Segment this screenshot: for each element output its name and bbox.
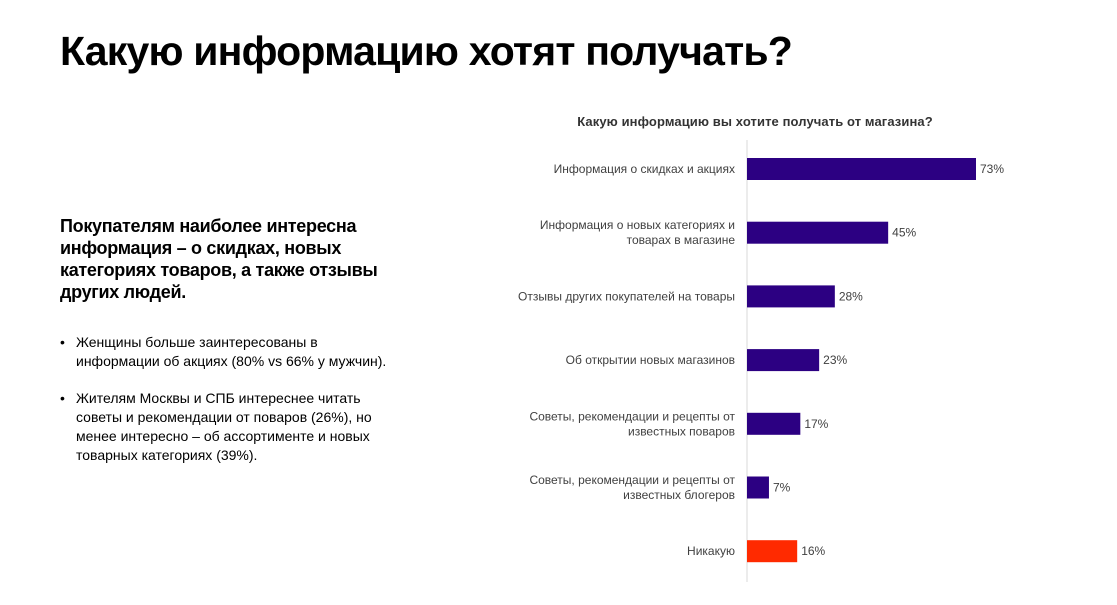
bar [747,540,798,563]
bullet-text: Женщины больше заинтересованы в информац… [76,334,387,369]
lead-text: Покупателям наиболее интересна информаци… [60,216,378,302]
value-label: 16% [801,544,825,558]
bullet-item: • Жителям Москвы и СПБ интереснее читать… [60,389,400,465]
bar [747,412,801,435]
category-label: Информация о скидках и акциях [554,162,735,176]
chart-title: Какую информацию вы хотите получать от м… [577,114,933,129]
bullet-dot-icon: • [60,390,65,406]
category-label: Советы, рекомендации и рецепты от [529,473,735,487]
category-label: Никакую [687,544,735,558]
category-label: товарах в магазине [627,233,736,247]
value-label: 17% [804,417,828,431]
category-label: Информация о новых категориях и [540,218,735,232]
category-label: известных блогеров [623,488,735,502]
bullet-dot-icon: • [60,334,65,350]
category-label: Советы, рекомендации и рецепты от [529,409,735,423]
page-title: Какую информацию хотят получать? [60,28,793,74]
bar [747,158,976,180]
value-label: 28% [839,289,863,303]
bar [747,285,835,308]
bullet-list: • Женщины больше заинтересованы в информ… [60,333,400,483]
value-label: 45% [892,226,916,240]
category-label: Об открытии новых магазинов [566,353,735,367]
bar [747,349,820,372]
bullet-text: Жителям Москвы и СПБ интереснее читать с… [76,390,372,463]
value-label: 73% [980,162,1004,176]
value-label: 7% [773,481,791,495]
bar [747,476,769,499]
bar-chart: Информация о скидках и акциях 73% Информац… [518,140,1004,582]
category-label: известных поваров [628,424,735,438]
value-label: 23% [823,353,847,367]
bar [747,221,889,244]
bullet-item: • Женщины больше заинтересованы в информ… [60,333,400,371]
category-label: Отзывы других покупателей на товары [518,289,735,303]
